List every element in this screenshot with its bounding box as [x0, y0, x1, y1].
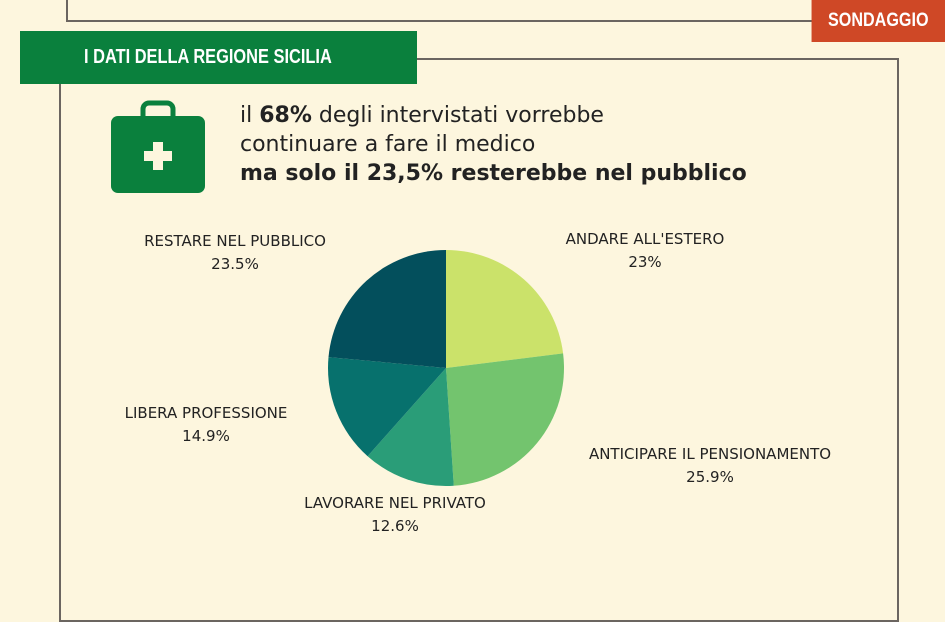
label-text: ANDARE ALL'ESTERO [565, 230, 725, 248]
pie-slice-4 [328, 250, 446, 368]
pie-chart [328, 250, 564, 486]
value-text: 12.6% [371, 517, 419, 535]
slice-label-privato: LAVORARE NEL PRIVATO 12.6% [280, 492, 510, 538]
label-text: RESTARE NEL PUBBLICO [144, 232, 326, 250]
pie-slice-3 [328, 357, 446, 457]
headline-line3: ma solo il 23,5% resterebbe nel pubblico [240, 161, 747, 186]
slice-label-estero: ANDARE ALL'ESTERO 23% [540, 228, 750, 274]
headline-percent: 68% [259, 103, 312, 128]
label-text: LAVORARE NEL PRIVATO [304, 494, 486, 512]
pie-slice-1 [446, 353, 564, 486]
label-text: ANTICIPARE IL PENSIONAMENTO [588, 445, 832, 463]
slice-label-libera: LIBERA PROFESSIONE 14.9% [100, 402, 312, 448]
section-title: I DATI DELLA REGIONE SICILIA [84, 46, 332, 68]
pie-slice-2 [367, 368, 454, 486]
value-text: 25.9% [686, 468, 734, 486]
value-text: 23.5% [211, 255, 259, 273]
value-text: 23% [628, 253, 662, 271]
sondaggio-badge: SONDAGGIO [811, 0, 945, 42]
label-text: LIBERA PROFESSIONE [124, 404, 288, 422]
badge-text: SONDAGGIO [828, 10, 929, 31]
slice-label-pubblico: RESTARE NEL PUBBLICO 23.5% [120, 230, 350, 276]
headline-text: il [240, 103, 260, 128]
section-header: I DATI DELLA REGIONE SICILIA [20, 31, 417, 84]
pie-slice-0 [446, 250, 564, 368]
value-text: 14.9% [182, 427, 230, 445]
headline-text: degli intervistati vorrebbe [311, 103, 604, 128]
headline: il 68% degli intervistati vorrebbe conti… [240, 101, 747, 188]
headline-line2: continuare a fare il medico [240, 132, 536, 157]
medical-kit-icon [111, 100, 205, 193]
slice-label-pensionamento: ANTICIPARE IL PENSIONAMENTO 25.9% [560, 443, 860, 489]
